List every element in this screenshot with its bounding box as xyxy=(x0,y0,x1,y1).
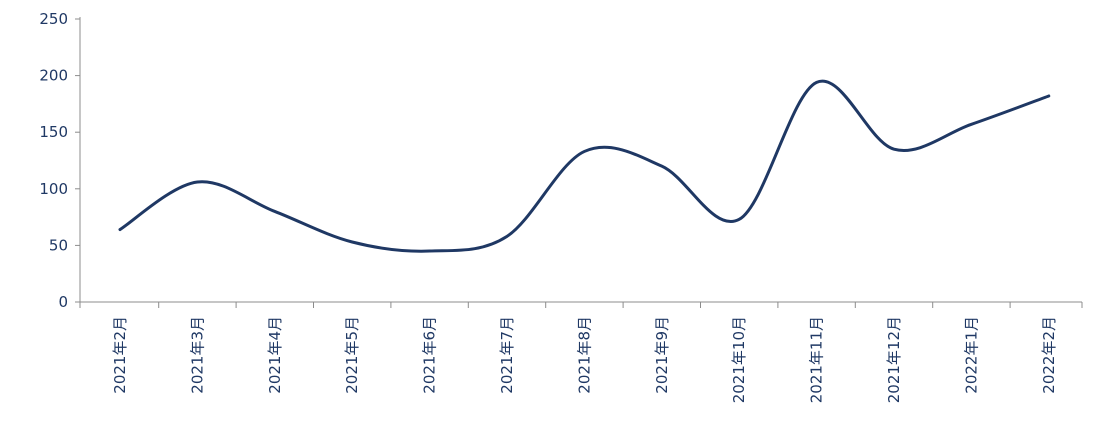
x-tick-label: 2021年10月 xyxy=(730,316,748,403)
y-tick-label: 200 xyxy=(39,67,68,85)
x-tick-label: 2021年3月 xyxy=(188,316,206,394)
y-axis: 0 50 100 150 200 250 xyxy=(39,10,81,311)
x-tick-label: 2022年2月 xyxy=(1040,316,1058,394)
y-tick-label: 50 xyxy=(49,236,68,254)
x-tick-label: 2021年6月 xyxy=(421,316,439,394)
x-axis: 2021年2月 2021年3月 2021年4月 2021年5月 2021年6月 2021年… xyxy=(79,301,1083,403)
x-tick-label: 2021年7月 xyxy=(498,316,516,394)
x-tick-label: 2021年12月 xyxy=(885,316,903,403)
y-tick-label: 150 xyxy=(39,123,68,141)
x-tick-label: 2022年1月 xyxy=(962,316,980,394)
y-tick-label: 250 xyxy=(39,10,68,28)
x-tick-label: 2021年4月 xyxy=(266,316,284,394)
x-tick-label: 2021年5月 xyxy=(343,316,361,394)
y-tick-label: 100 xyxy=(39,180,68,198)
x-tick-label: 2021年8月 xyxy=(575,316,593,394)
series-line xyxy=(118,79,1051,253)
x-tick-label: 2021年11月 xyxy=(808,316,826,403)
series-layer xyxy=(118,79,1051,253)
y-tick-label: 0 xyxy=(58,293,68,311)
x-tick-label: 2021年9月 xyxy=(653,316,671,394)
x-tick-label: 2021年2月 xyxy=(111,316,129,394)
